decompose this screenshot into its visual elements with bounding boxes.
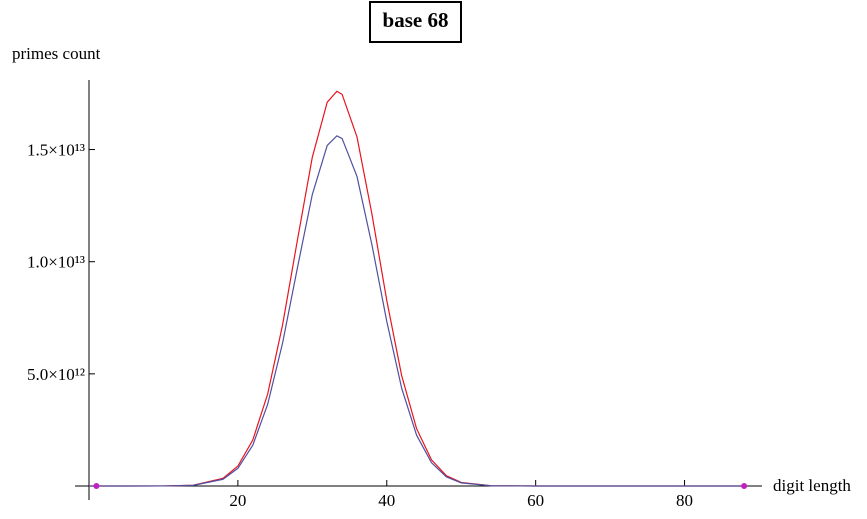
x-tick-label: 60 [527,491,544,510]
series-line [88,90,745,487]
series-line [88,135,745,487]
chart-title: base 68 [383,8,449,32]
y-tick-label: 5.0×10¹² [27,365,85,384]
x-tick-label: 40 [378,491,395,510]
title-box [369,1,462,43]
x-tick-label: 80 [676,491,693,510]
point [741,483,748,489]
y-tick-label: 1.0×10¹³ [27,253,85,272]
y-tick-label: 1.5×10¹³ [27,140,85,159]
x-axis-label: digit length [773,476,851,495]
point [93,483,100,489]
y-axis-label: primes count [12,44,101,63]
x-tick-label: 20 [229,491,246,510]
